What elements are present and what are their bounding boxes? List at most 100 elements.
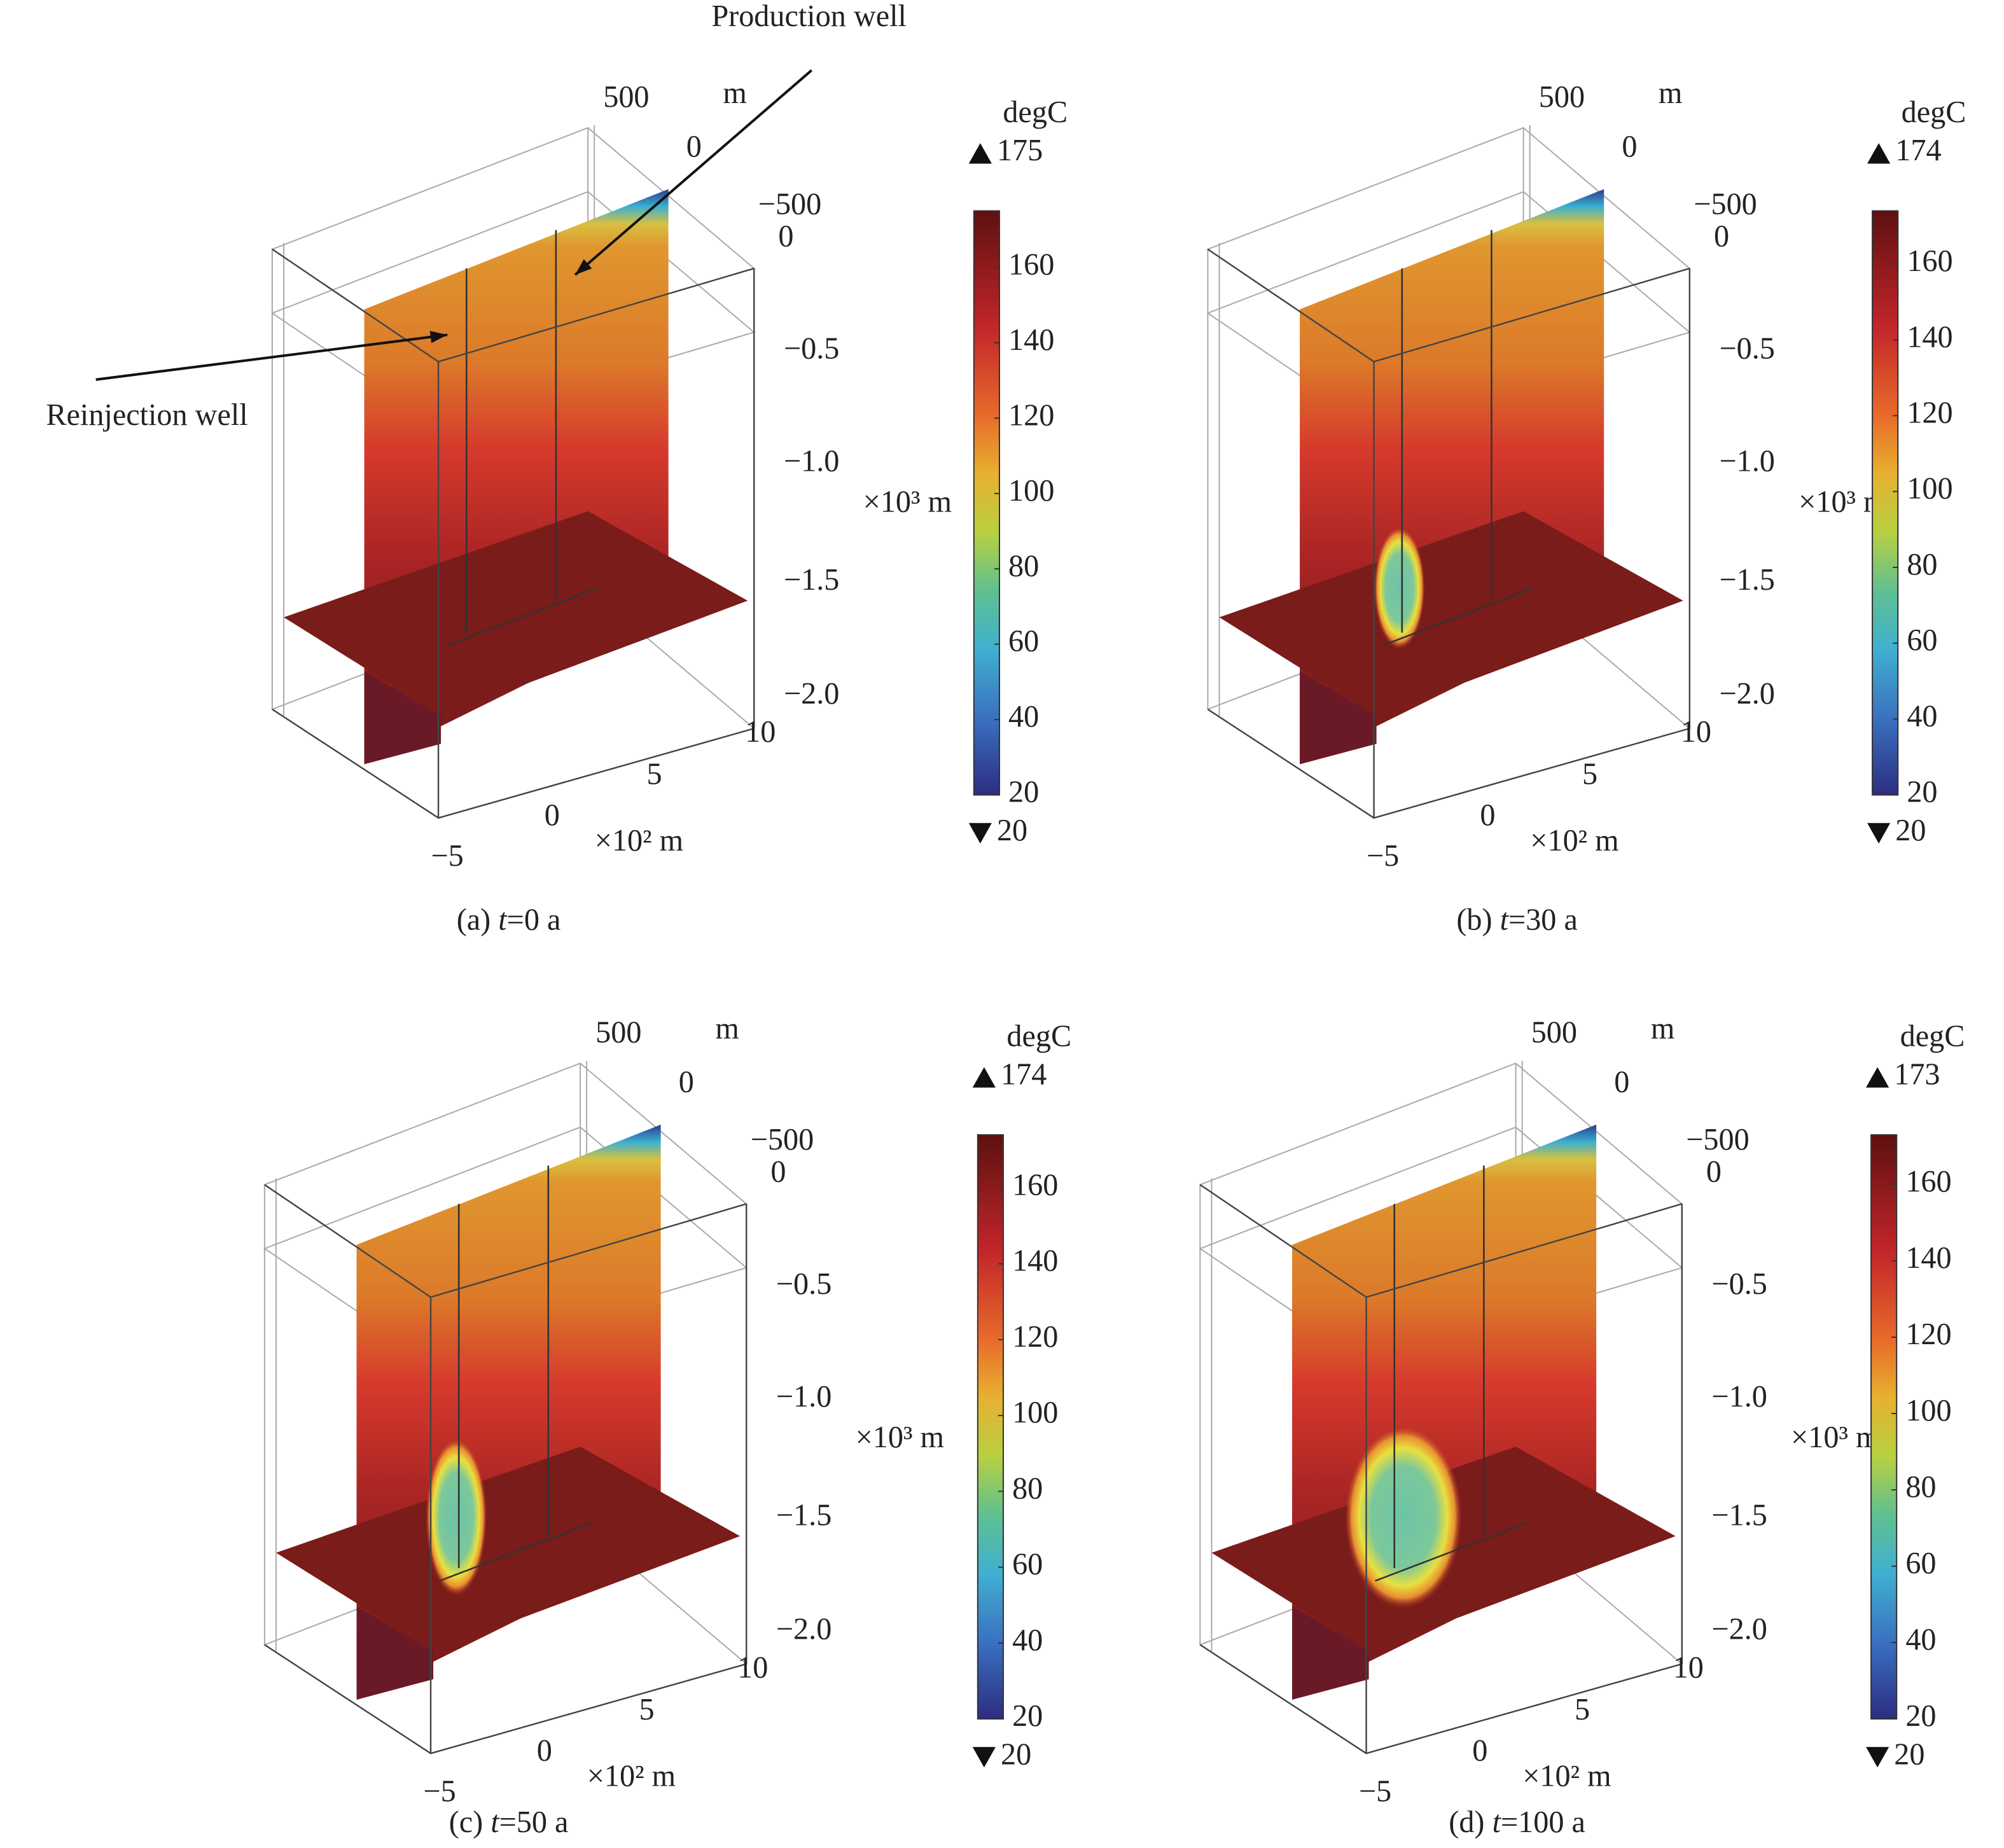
y-axis-unit: m bbox=[1659, 76, 1682, 110]
y-tick-label: 0 bbox=[686, 130, 702, 163]
well bbox=[1382, 587, 1534, 646]
z-tick-label: −1.0 bbox=[784, 444, 839, 478]
box-edge bbox=[272, 248, 755, 363]
x-tick-label: 10 bbox=[745, 715, 776, 749]
colorbar-tick-label: 20 bbox=[1008, 775, 1039, 809]
colorbar-tick-label: 80 bbox=[1012, 1471, 1043, 1505]
colorbar-tick-label: 20 bbox=[1907, 775, 1937, 809]
arrow bbox=[574, 69, 812, 276]
colorbar-min: 20 bbox=[1001, 1737, 1031, 1771]
colorbar-tick-label: 140 bbox=[1905, 1241, 1951, 1275]
caption: (b) t=30 a bbox=[1456, 903, 1578, 937]
z-tick-label: 0 bbox=[770, 1155, 786, 1188]
cold-plume bbox=[1374, 526, 1425, 650]
colorbar-tick-label: 40 bbox=[1907, 699, 1937, 733]
x-tick-label: −5 bbox=[1359, 1775, 1391, 1809]
colorbar-tick-label: 40 bbox=[1008, 700, 1039, 733]
colorbar-tick-label: 160 bbox=[1012, 1168, 1058, 1202]
colorbar-unit: degC bbox=[1006, 1019, 1071, 1053]
colorbar-tick-label: 140 bbox=[1012, 1244, 1058, 1278]
x-tick-label: 10 bbox=[737, 1651, 768, 1685]
x-tick-label: 0 bbox=[1472, 1733, 1487, 1767]
colorbar-max: 174 bbox=[1001, 1058, 1047, 1092]
colorbar-unit: degC bbox=[1003, 95, 1068, 129]
min-triangle bbox=[968, 823, 992, 844]
colorbar-tick-label: 80 bbox=[1907, 548, 1937, 581]
caption-rest: =100 a bbox=[1501, 1805, 1585, 1839]
y-axis-unit: m bbox=[723, 76, 747, 110]
colorbar-tick-label: 60 bbox=[1008, 625, 1039, 658]
y-tick-label: 500 bbox=[595, 1015, 641, 1049]
vertical-section-lower bbox=[356, 1606, 434, 1700]
colorbar-min: 20 bbox=[997, 814, 1027, 847]
x-tick-label: 5 bbox=[639, 1693, 654, 1726]
colorbar-max: 174 bbox=[1895, 134, 1941, 167]
colorbar-tick-label: 40 bbox=[1012, 1623, 1043, 1657]
max-triangle bbox=[1867, 143, 1891, 164]
x-tick-label: 5 bbox=[1582, 758, 1597, 791]
colorbar-tick-label: 140 bbox=[1008, 323, 1054, 357]
colorbar-tick-label: 100 bbox=[1012, 1396, 1058, 1429]
colorbar bbox=[977, 1134, 1005, 1720]
arrow-head bbox=[575, 259, 592, 275]
z-tick-label: 0 bbox=[1714, 219, 1729, 253]
z-tick-label: 0 bbox=[778, 219, 793, 253]
colorbar-tick-label: 160 bbox=[1008, 247, 1054, 281]
colorbar-tick-label: 100 bbox=[1905, 1394, 1951, 1428]
production-well-label: Production well bbox=[711, 0, 907, 33]
well bbox=[1375, 1522, 1527, 1582]
caption-label: (a) bbox=[457, 903, 491, 937]
y-axis-unit: m bbox=[715, 1011, 739, 1045]
x-axis-unit: ×10² m bbox=[1522, 1760, 1611, 1793]
colorbar bbox=[1872, 210, 1899, 796]
colorbar-tick-label: 80 bbox=[1008, 549, 1039, 583]
colorbar-tick-label: 60 bbox=[1907, 623, 1937, 657]
y-tick-label: −500 bbox=[751, 1123, 814, 1157]
x-tick-label: 5 bbox=[1575, 1693, 1590, 1726]
well bbox=[439, 1522, 591, 1582]
caption-label: (c) bbox=[449, 1805, 483, 1839]
max-triangle bbox=[1866, 1067, 1889, 1088]
y-tick-label: 500 bbox=[1539, 80, 1585, 114]
colorbar-tick-label: 100 bbox=[1907, 472, 1952, 506]
caption-variable: t bbox=[1500, 903, 1510, 937]
y-axis-unit: m bbox=[1651, 1011, 1675, 1045]
z-tick-label: −0.5 bbox=[776, 1267, 832, 1301]
caption-rest: =50 a bbox=[499, 1805, 569, 1839]
caption-variable: t bbox=[1493, 1805, 1502, 1839]
z-tick-label: −1.0 bbox=[776, 1380, 832, 1414]
y-tick-label: 500 bbox=[603, 80, 649, 114]
max-triangle bbox=[972, 1067, 996, 1088]
colorbar-tick-label: 60 bbox=[1905, 1546, 1936, 1580]
colorbar-tick-label: 120 bbox=[1905, 1317, 1951, 1351]
vertical-section-lower bbox=[364, 670, 442, 765]
min-triangle bbox=[1866, 1747, 1889, 1768]
vertical-section-lower bbox=[1292, 1606, 1369, 1700]
x-axis-unit: ×10² m bbox=[1530, 824, 1618, 858]
colorbar-tick-label: 80 bbox=[1905, 1470, 1936, 1504]
x-tick-label: 0 bbox=[545, 798, 560, 832]
z-tick-label: −0.5 bbox=[1719, 332, 1774, 366]
colorbar-tick-label: 20 bbox=[1905, 1699, 1936, 1733]
box-edge bbox=[1207, 708, 1690, 819]
z-tick-label: −1.5 bbox=[1719, 563, 1774, 597]
x-tick-label: 0 bbox=[1480, 798, 1495, 832]
well bbox=[447, 587, 599, 646]
z-tick-label: −1.5 bbox=[776, 1499, 832, 1532]
z-tick-label: −0.5 bbox=[784, 332, 839, 366]
caption-variable: t bbox=[498, 903, 508, 937]
z-axis-unit: ×10³ m bbox=[863, 485, 952, 519]
colorbar-tick-label: 160 bbox=[1905, 1165, 1951, 1198]
y-tick-label: −500 bbox=[758, 188, 822, 221]
caption: (d) t=100 a bbox=[1449, 1805, 1585, 1839]
caption-label: (d) bbox=[1449, 1805, 1484, 1839]
colorbar-max: 175 bbox=[997, 134, 1043, 167]
colorbar-unit: degC bbox=[1902, 95, 1966, 129]
x-axis-unit: ×10² m bbox=[587, 1760, 676, 1793]
horizontal-section bbox=[283, 511, 748, 716]
